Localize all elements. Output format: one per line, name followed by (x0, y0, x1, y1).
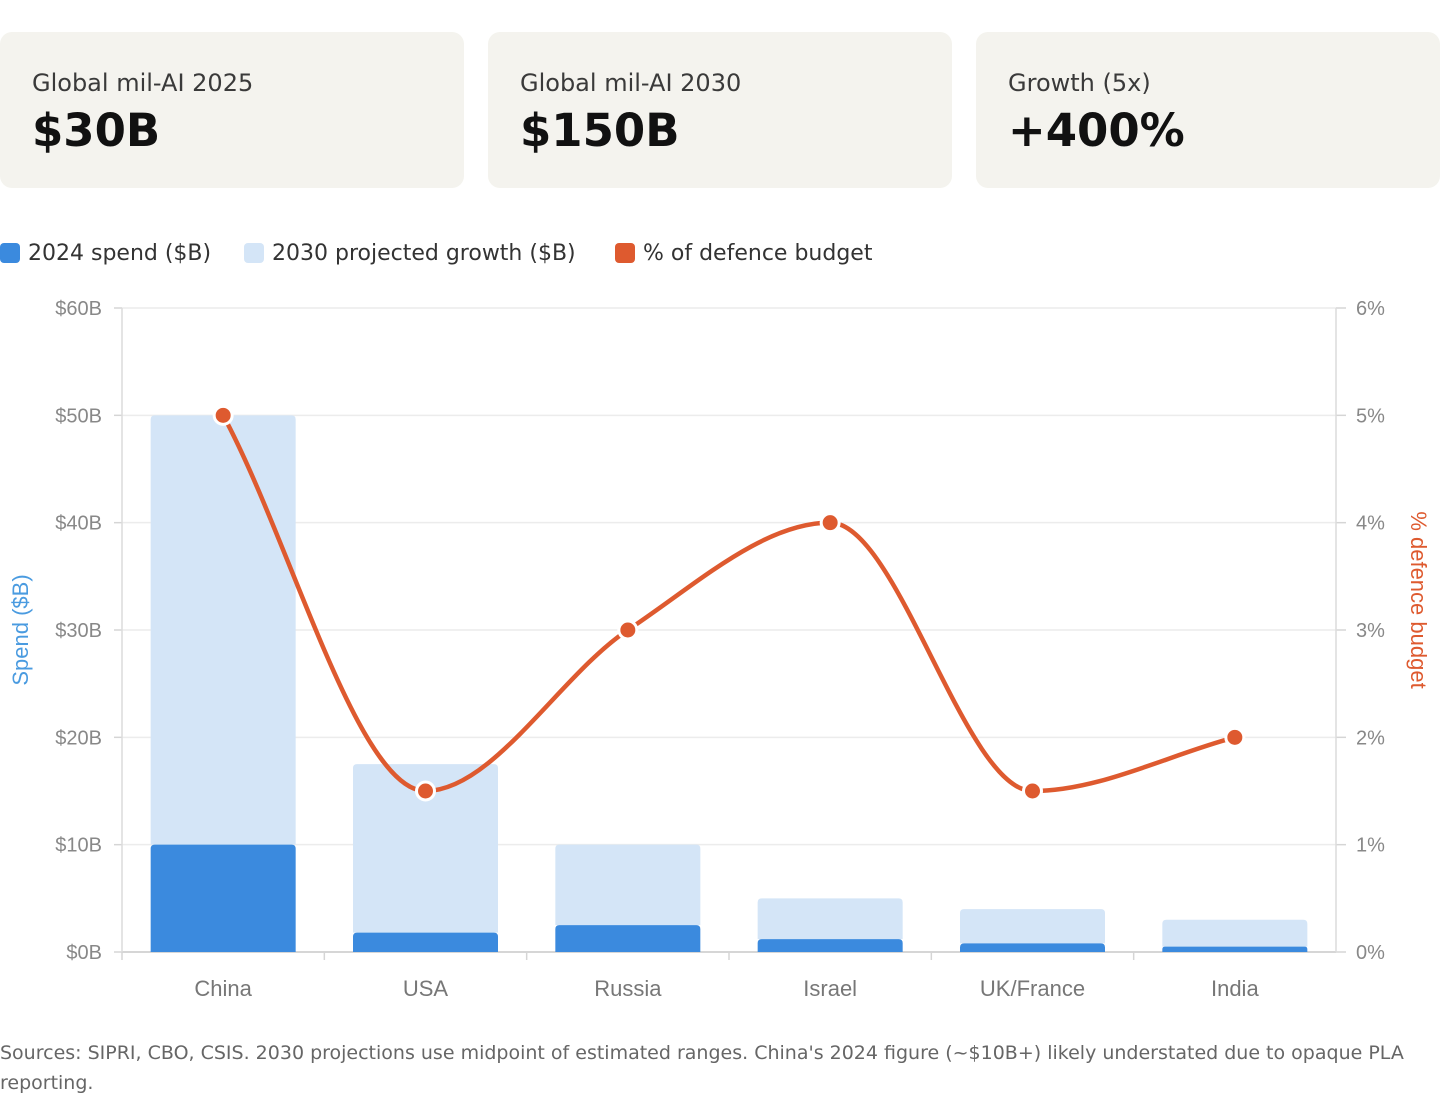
x-tick-label: China (194, 976, 252, 1001)
y2-tick-label: 3% (1356, 620, 1385, 642)
x-tick-label: UK/France (980, 976, 1085, 1001)
legend-item-2024-spend[interactable]: 2024 spend ($B) (0, 240, 211, 268)
stat-cards: Global mil-AI 2025 $30B Global mil-AI 20… (0, 32, 1440, 188)
y-tick-label: $50B (55, 405, 102, 427)
legend-swatch (244, 243, 264, 263)
defence-budget-point[interactable] (617, 619, 639, 641)
bar-2030-growth[interactable] (960, 909, 1105, 944)
y-tick-label: $30B (55, 620, 102, 642)
axes: $0B $10B $20B $30B $40B $50B $60B 0% 1% 2% 3% 4% 5% 6… (55, 298, 1385, 1001)
bar-2030-growth[interactable] (353, 764, 498, 933)
bar-2024-spend[interactable] (960, 943, 1105, 952)
defence-budget-point[interactable] (212, 404, 234, 426)
defence-budget-point[interactable] (819, 512, 841, 534)
y-tick-label: $10B (55, 835, 102, 857)
bar-2024-spend[interactable] (1162, 946, 1308, 952)
stat-card-2025: Global mil-AI 2025 $30B (0, 32, 464, 188)
legend-item-2030-growth[interactable]: 2030 projected growth ($B) (244, 240, 576, 268)
source-note: Sources: SIPRI, CBO, CSIS. 2030 projecti… (0, 1042, 1404, 1094)
legend-label: 2030 projected growth ($B) (272, 241, 576, 266)
y-tick-label: $40B (55, 513, 102, 535)
stat-label: Global mil-AI 2025 (32, 69, 254, 97)
y-tick-label: $20B (55, 727, 102, 749)
stat-card-2030: Global mil-AI 2030 $150B (488, 32, 952, 188)
stat-value: $150B (520, 104, 680, 157)
stat-value: +400% (1008, 104, 1185, 157)
bar-2024-spend[interactable] (353, 932, 498, 952)
stat-label: Growth (5x) (1008, 69, 1151, 97)
y2-tick-label: 5% (1356, 405, 1385, 427)
legend-label: 2024 spend ($B) (28, 241, 212, 266)
y2-axis-title: % defence budget (1406, 511, 1431, 688)
bar-2030-growth[interactable] (555, 844, 701, 926)
x-tick-label: India (1211, 976, 1259, 1001)
legend-swatch (0, 243, 20, 263)
bar-2030-growth[interactable] (1162, 919, 1308, 947)
bar-2024-spend[interactable] (757, 939, 903, 952)
stat-card-growth: Growth (5x) +400% (976, 32, 1440, 188)
y-tick-label: $0B (66, 942, 102, 964)
x-tick-label: Israel (803, 976, 857, 1001)
bars (150, 415, 1308, 952)
defence-budget-point[interactable] (415, 780, 436, 802)
y2-tick-label: 2% (1356, 727, 1385, 749)
legend-label: % of defence budget (643, 241, 873, 266)
y2-tick-label: 0% (1356, 942, 1385, 964)
stat-value: $30B (32, 104, 161, 157)
chart-svg: $0B $10B $20B $30B $40B $50B $60B 0% 1% 2% 3% 4% 5% 6… (8, 298, 1431, 1001)
y2-tick-label: 4% (1356, 513, 1385, 535)
y-tick-label: $60B (55, 298, 102, 320)
bar-2030-growth[interactable] (757, 898, 903, 940)
defence-budget-point[interactable] (1022, 780, 1043, 802)
y2-tick-label: 6% (1356, 298, 1385, 320)
bar-2024-spend[interactable] (150, 844, 296, 952)
legend-item-defence-budget[interactable]: % of defence budget (615, 240, 872, 268)
legend-swatch (615, 243, 635, 263)
x-tick-label: USA (403, 976, 449, 1001)
bar-2030-growth[interactable] (150, 415, 296, 845)
defence-budget-point[interactable] (1224, 726, 1246, 748)
y-axis-title: Spend ($B) (8, 574, 33, 685)
line-series (212, 404, 1246, 802)
stat-label: Global mil-AI 2030 (520, 69, 742, 97)
bar-2024-spend[interactable] (555, 925, 701, 952)
x-tick-label: Russia (594, 976, 662, 1001)
y2-tick-label: 1% (1356, 835, 1385, 857)
gridlines (114, 307, 1346, 953)
defence-budget-line (220, 413, 1238, 794)
